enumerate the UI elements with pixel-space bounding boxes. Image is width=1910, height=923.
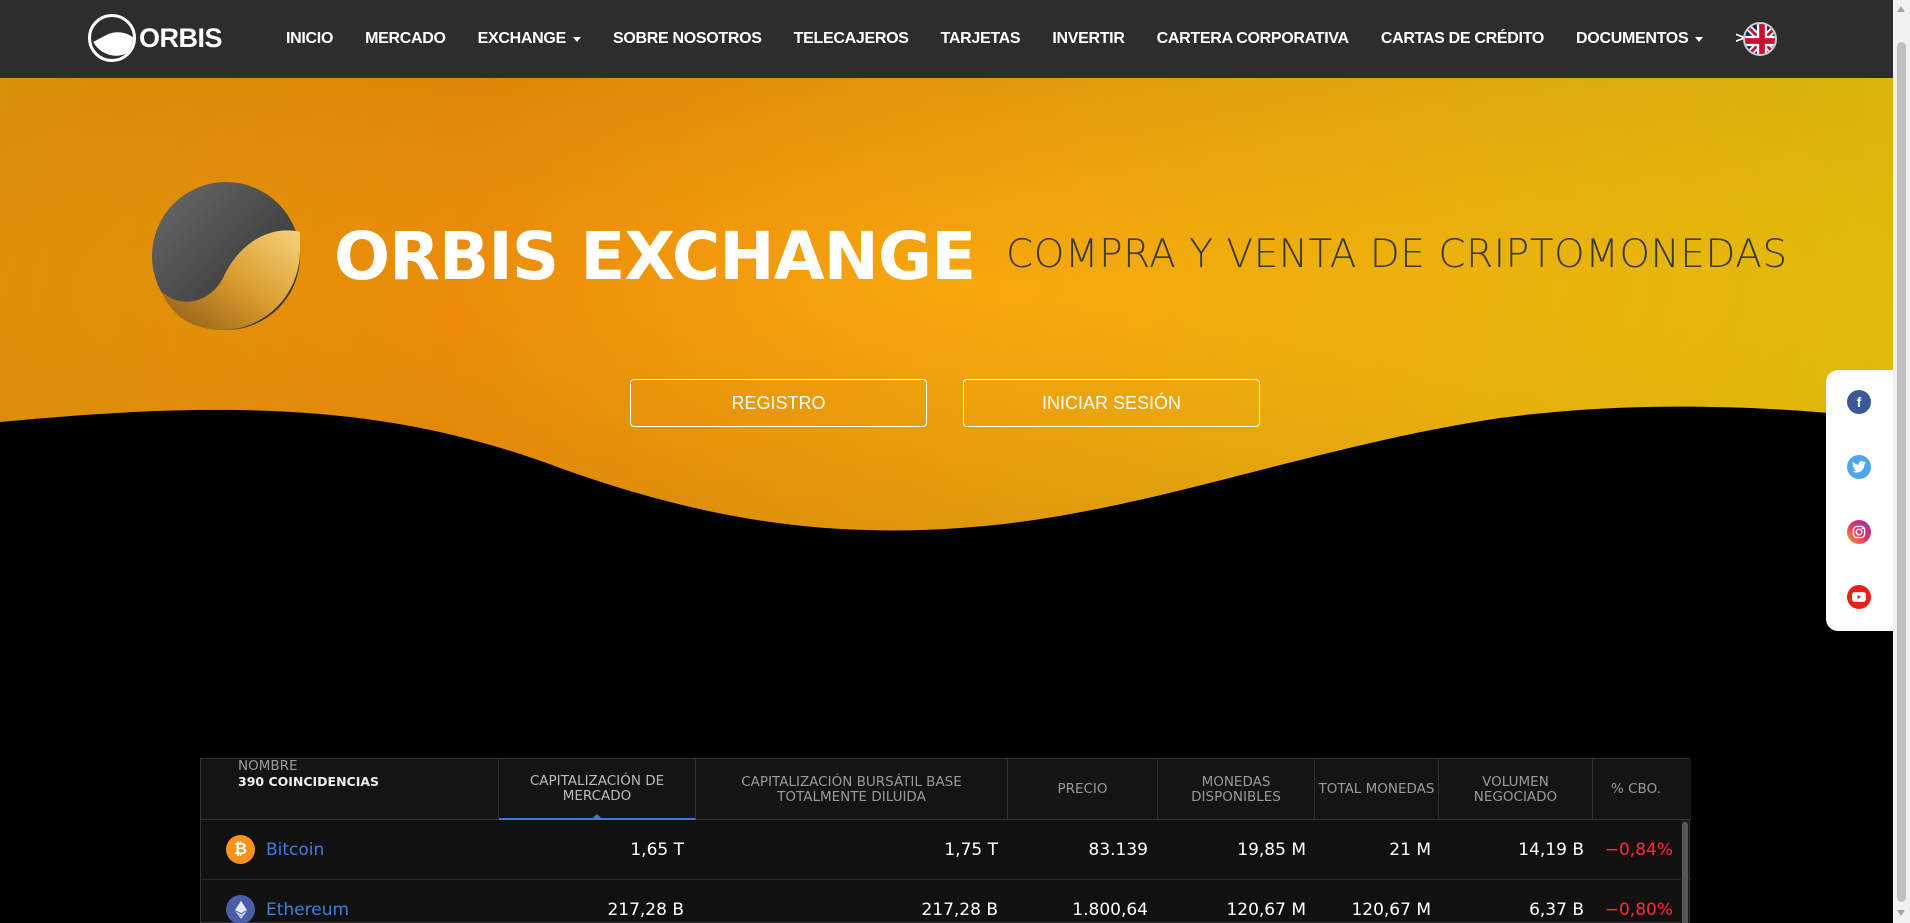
diluted-cap-cell: 217,28 B: [921, 900, 998, 920]
header-name-label: NOMBRE: [238, 758, 298, 774]
orbis-logo-icon: [88, 14, 136, 62]
register-button[interactable]: REGISTRO: [630, 379, 927, 427]
available-cell: 19,85 M: [1237, 840, 1306, 860]
nav-item-telecajeros[interactable]: TELECAJEROS: [794, 30, 909, 48]
table-scrollbar[interactable]: [1681, 820, 1689, 923]
market-cap-cell: 217,28 B: [607, 900, 684, 920]
login-button[interactable]: INICIAR SESIÓN: [963, 379, 1260, 427]
uk-flag-icon[interactable]: [1743, 22, 1777, 56]
header-diluted-cap[interactable]: CAPITALIZACIÓN BURSÁTIL BASE TOTALMENTE …: [696, 759, 1008, 820]
hero-title: ORBIS EXCHANGE: [334, 218, 976, 295]
instagram-icon[interactable]: [1847, 520, 1871, 544]
volume-cell: 6,37 B: [1529, 900, 1584, 920]
caret-down-icon: [572, 36, 581, 42]
coin-name[interactable]: Bitcoin: [266, 840, 325, 860]
nav-item-label: EXCHANGE: [477, 30, 567, 47]
header-market-cap[interactable]: CAPITALIZACIÓN DE MERCADO: [499, 759, 696, 820]
ethereum-icon: [226, 895, 255, 923]
header-change[interactable]: % CBO.: [1611, 781, 1661, 797]
scroll-up-icon[interactable]: [1897, 6, 1905, 12]
header-volume[interactable]: VOLUMEN NEGOCIADO: [1439, 759, 1593, 820]
table-row[interactable]: ₿ Bitcoin 1,65 T 1,75 T 83.139 19,85 M 2…: [201, 820, 1691, 880]
nav-item-invertir[interactable]: INVERTIR: [1052, 30, 1125, 48]
total-cell: 21 M: [1389, 840, 1431, 860]
volume-cell: 14,19 B: [1518, 840, 1584, 860]
scroll-down-icon[interactable]: [1897, 910, 1905, 916]
available-cell: 120,67 M: [1226, 900, 1306, 920]
nav-item-label: TARJETAS: [940, 30, 1021, 47]
page-scrollbar[interactable]: [1893, 0, 1910, 923]
logo-text: ORBIS: [139, 22, 223, 53]
nav-item-label: MERCADO: [365, 30, 446, 47]
scrollbar-thumb[interactable]: [1897, 42, 1906, 902]
nav-item-inicio[interactable]: INICIO: [286, 30, 333, 48]
nav-menu: INICIO MERCADO EXCHANGE SOBRE NOSOTROS TELEC…: [270, 0, 1784, 78]
nav-item-label: CARTERA CORPORATIVA: [1156, 30, 1350, 47]
top-navbar: ORBIS INICIO MERCADO EXCHANGE SOBRE NOSOTRO…: [0, 0, 1893, 78]
twitter-icon[interactable]: [1847, 455, 1871, 479]
price-cell: 83.139: [1088, 840, 1148, 860]
header-available[interactable]: MONEDAS DISPONIBLES: [1158, 759, 1315, 820]
nav-item-cartera-corporativa[interactable]: CARTERA CORPORATIVA: [1156, 30, 1350, 48]
nav-item-label: CARTAS DE CRÉDITO: [1380, 30, 1545, 47]
nav-item-mercado[interactable]: MERCADO: [365, 30, 446, 48]
caret-down-icon: [1695, 36, 1704, 42]
nav-item-exchange[interactable]: EXCHANGE: [478, 30, 581, 48]
nav-item-documentos[interactable]: DOCUMENTOS: [1576, 30, 1704, 48]
orbis-exchange-logo-icon: [152, 182, 300, 330]
facebook-icon[interactable]: f: [1847, 390, 1871, 414]
table-header: NOMBRE 390 COINCIDENCIAS CAPITALIZACIÓN …: [201, 759, 1691, 820]
header-price[interactable]: PRECIO: [1008, 759, 1158, 820]
nav-item-label: TELECAJEROS: [793, 30, 909, 47]
nav-item-label: DOCUMENTOS: [1576, 30, 1689, 47]
nav-item-label: SOBRE NOSOTROS: [612, 30, 762, 47]
crypto-table: NOMBRE 390 COINCIDENCIAS CAPITALIZACIÓN …: [200, 758, 1691, 923]
header-total[interactable]: TOTAL MONEDAS: [1315, 759, 1439, 820]
nav-item-label: INVERTIR: [1052, 30, 1125, 47]
table-scrollbar-thumb[interactable]: [1682, 822, 1688, 923]
nav-item-label: INICIO: [286, 30, 334, 47]
hero-wave: [0, 78, 1893, 548]
diluted-cap-cell: 1,75 T: [944, 840, 998, 860]
market-cap-cell: 1,65 T: [630, 840, 684, 860]
header-name[interactable]: NOMBRE 390 COINCIDENCIAS: [201, 759, 499, 820]
nav-item-tarjetas[interactable]: TARJETAS: [941, 30, 1021, 48]
change-cell: −0,80%: [1604, 900, 1673, 920]
matches-count: 390 COINCIDENCIAS: [238, 774, 380, 789]
youtube-icon[interactable]: [1847, 585, 1871, 609]
coin-name[interactable]: Ethereum: [266, 900, 350, 920]
table-row[interactable]: Ethereum 217,28 B 217,28 B 1.800,64 120,…: [201, 880, 1691, 923]
price-cell: 1.800,64: [1072, 900, 1148, 920]
total-cell: 120,67 M: [1351, 900, 1431, 920]
change-cell: −0,84%: [1604, 840, 1673, 860]
nav-item-sobre-nosotros[interactable]: SOBRE NOSOTROS: [613, 30, 762, 48]
orbis-logo[interactable]: ORBIS: [88, 14, 223, 62]
social-sidebar: f: [1826, 370, 1893, 631]
hero-subtitle: COMPRA Y VENTA DE CRIPTOMONEDAS: [1006, 232, 1788, 277]
bitcoin-icon: ₿: [226, 835, 255, 864]
nav-item-cartas-de-crédito[interactable]: CARTAS DE CRÉDITO: [1380, 30, 1545, 48]
